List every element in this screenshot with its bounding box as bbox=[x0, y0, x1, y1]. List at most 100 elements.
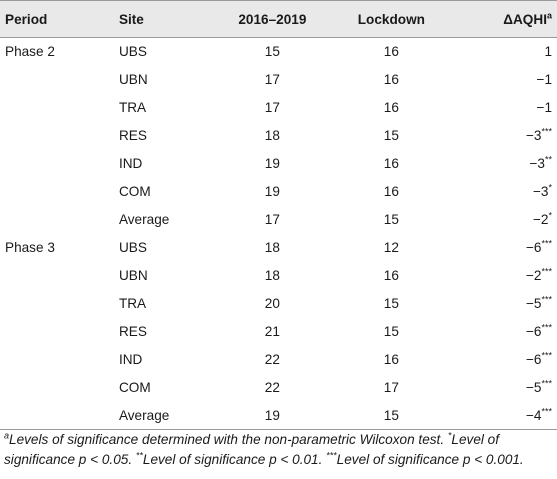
cell-delta: −2* bbox=[451, 206, 557, 234]
cell-period bbox=[0, 318, 115, 346]
delta-value: −4 bbox=[525, 407, 542, 423]
delta-value: −1 bbox=[536, 100, 553, 115]
footnote-mark-3: *** bbox=[326, 450, 337, 461]
significance-mark: *** bbox=[541, 350, 552, 361]
header-period: Period bbox=[5, 11, 48, 27]
delta-value: −6 bbox=[525, 352, 542, 367]
table-row: TRA 20 15 −5*** bbox=[0, 290, 557, 318]
cell-period bbox=[0, 94, 115, 122]
table-row: Phase 2 UBS 15 16 1 bbox=[0, 38, 557, 66]
table-row: RES 21 15 −6*** bbox=[0, 318, 557, 346]
footnote-1-text: Level of significance p < 0.05. bbox=[4, 432, 500, 467]
significance-mark: * bbox=[548, 210, 552, 221]
cell-lockdown: 15 bbox=[383, 324, 399, 339]
cell-site: UBN bbox=[118, 268, 148, 283]
cell-delta: −6*** bbox=[451, 346, 557, 374]
delta-value: −6 bbox=[525, 324, 542, 339]
cell-delta: −6*** bbox=[451, 234, 557, 262]
table-row: UBN 17 16 −1 bbox=[0, 66, 557, 94]
table-row: IND 22 16 −6*** bbox=[0, 346, 557, 374]
cell-lockdown: 17 bbox=[383, 380, 399, 395]
cell-period bbox=[0, 402, 115, 430]
cell-years: 19 bbox=[264, 407, 280, 423]
table-body: Phase 2 UBS 15 16 1 UBN 17 16 −1 TRA 17 16 −1 RES 18 15… bbox=[0, 38, 557, 430]
cell-years: 17 bbox=[264, 100, 280, 115]
cell-years: 18 bbox=[264, 240, 280, 255]
significance-mark: *** bbox=[541, 378, 552, 389]
cell-lockdown: 15 bbox=[383, 212, 399, 227]
cell-site: COM bbox=[118, 184, 151, 199]
significance-mark: *** bbox=[541, 266, 552, 277]
delta-value: −1 bbox=[536, 72, 553, 87]
cell-lockdown: 16 bbox=[383, 100, 399, 115]
significance-mark: *** bbox=[541, 322, 552, 333]
footnote-mark-2: ** bbox=[135, 450, 143, 461]
aqhi-table: Period Site 2016–2019 Lockdown ΔAQHIa Ph… bbox=[0, 0, 557, 430]
cell-years: 19 bbox=[264, 184, 280, 199]
cell-period: Phase 3 bbox=[5, 240, 55, 255]
footnote-a-text: Levels of significance determined with t… bbox=[9, 432, 448, 447]
cell-years: 18 bbox=[264, 128, 280, 143]
cell-years: 22 bbox=[264, 380, 280, 395]
cell-site: RES bbox=[118, 324, 147, 339]
cell-period bbox=[0, 66, 115, 94]
cell-site: UBS bbox=[118, 240, 147, 255]
cell-years: 18 bbox=[264, 268, 280, 283]
delta-value: −6 bbox=[525, 240, 542, 255]
delta-value: 1 bbox=[544, 44, 552, 60]
cell-delta: −6*** bbox=[451, 318, 557, 346]
cell-years: 15 bbox=[264, 44, 280, 60]
cell-lockdown: 15 bbox=[383, 407, 399, 423]
table-row: Average 19 15 −4*** bbox=[0, 402, 557, 430]
header-delta-text: ΔAQHI bbox=[503, 11, 547, 27]
cell-site: IND bbox=[118, 352, 143, 367]
footnote-mark-a: a bbox=[4, 430, 10, 441]
cell-period bbox=[0, 262, 115, 290]
header-delta: ΔAQHIa bbox=[451, 1, 557, 38]
cell-delta: −5*** bbox=[451, 374, 557, 402]
delta-value: −3 bbox=[532, 184, 549, 199]
cell-period bbox=[0, 346, 115, 374]
header-row: Period Site 2016–2019 Lockdown ΔAQHIa bbox=[0, 0, 557, 38]
table-row: UBN 18 16 −2*** bbox=[0, 262, 557, 290]
table-row: TRA 17 16 −1 bbox=[0, 94, 557, 122]
significance-mark: ** bbox=[544, 154, 552, 165]
cell-lockdown: 16 bbox=[383, 72, 399, 87]
footnote-mark-1: * bbox=[447, 430, 452, 441]
cell-site: IND bbox=[118, 156, 143, 171]
table-row: COM 22 17 −5*** bbox=[0, 374, 557, 402]
cell-site: COM bbox=[118, 380, 151, 395]
cell-lockdown: 12 bbox=[383, 240, 399, 255]
cell-years: 20 bbox=[264, 296, 280, 311]
cell-delta: −3*** bbox=[451, 122, 557, 150]
cell-lockdown: 15 bbox=[383, 296, 399, 311]
delta-value: −5 bbox=[525, 380, 542, 395]
cell-lockdown: 16 bbox=[383, 156, 399, 171]
footnote-2-text: Level of significance p < 0.01. bbox=[142, 452, 327, 467]
cell-years: 19 bbox=[264, 156, 280, 171]
footnote-3-text: Level of significance p < 0.001. bbox=[336, 452, 524, 467]
cell-period bbox=[0, 374, 115, 402]
cell-period bbox=[0, 178, 115, 206]
header-delta-sup: a bbox=[546, 9, 552, 20]
cell-site: Average bbox=[118, 407, 170, 423]
table-row: Phase 3 UBS 18 12 −6*** bbox=[0, 234, 557, 262]
delta-value: −3 bbox=[525, 128, 542, 143]
significance-mark: *** bbox=[541, 406, 552, 417]
cell-delta: −2*** bbox=[451, 262, 557, 290]
delta-value: −3 bbox=[529, 156, 545, 171]
header-years: 2016–2019 bbox=[238, 11, 307, 27]
cell-site: UBN bbox=[118, 72, 148, 87]
cell-period bbox=[0, 290, 115, 318]
cell-site: TRA bbox=[118, 100, 147, 115]
cell-lockdown: 16 bbox=[383, 44, 399, 60]
cell-site: Average bbox=[118, 212, 170, 227]
table-footnote: aLevels of significance determined with … bbox=[4, 430, 552, 470]
significance-mark: *** bbox=[541, 294, 552, 305]
cell-period bbox=[0, 150, 115, 178]
significance-mark: * bbox=[548, 182, 552, 193]
table-row: COM 19 16 −3* bbox=[0, 178, 557, 206]
cell-delta: −3* bbox=[451, 178, 557, 206]
cell-years: 17 bbox=[264, 72, 280, 87]
